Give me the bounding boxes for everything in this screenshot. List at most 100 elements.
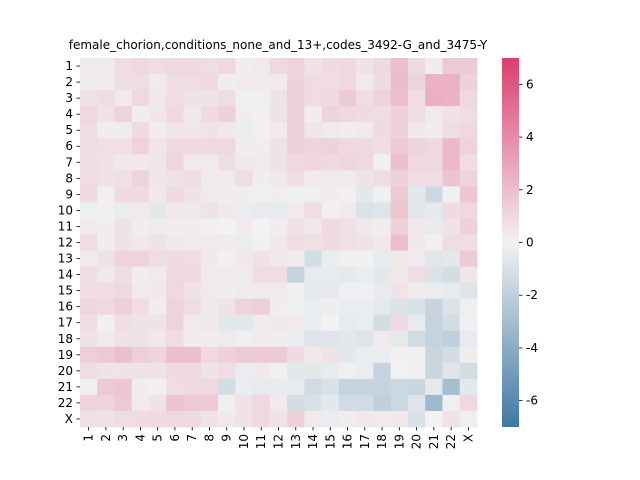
heatmap-cell xyxy=(442,170,461,187)
heatmap-cell xyxy=(373,362,392,380)
heatmap-cell xyxy=(321,282,340,300)
heatmap-cell xyxy=(338,90,357,107)
heatmap-cell xyxy=(149,234,167,251)
heatmap-cell xyxy=(269,346,288,364)
colorbar-tick-label: -6 xyxy=(526,394,538,408)
heatmap-cell xyxy=(183,314,202,332)
heatmap-cell xyxy=(425,218,443,235)
heatmap-cell xyxy=(338,410,357,428)
heatmap-cell xyxy=(338,138,357,155)
heatmap-cell xyxy=(131,90,150,107)
heatmap-cell xyxy=(200,138,219,155)
heatmap-cell xyxy=(114,58,133,75)
heatmap-cell xyxy=(252,186,271,203)
heatmap-cell xyxy=(459,394,478,412)
heatmap-cell xyxy=(80,346,98,364)
heatmap-cell xyxy=(183,74,202,91)
heatmap-cell xyxy=(166,234,184,251)
heatmap-cell xyxy=(373,394,392,412)
heatmap-cell xyxy=(356,90,374,107)
heatmap-cell xyxy=(287,394,305,412)
heatmap-cell xyxy=(149,266,167,284)
heatmap-cell xyxy=(287,314,305,332)
heatmap-cell xyxy=(304,202,323,219)
heatmap-cell xyxy=(390,74,409,91)
heatmap-cell xyxy=(304,218,323,235)
heatmap-cell xyxy=(304,266,323,284)
heatmap-cell xyxy=(200,314,219,332)
heatmap-cell xyxy=(149,394,167,412)
heatmap-cell xyxy=(235,122,254,139)
heatmap-cell xyxy=(390,90,409,107)
column-tick-label: 14 xyxy=(306,434,320,449)
heatmap-cell xyxy=(373,282,392,300)
heatmap-cell xyxy=(252,138,271,155)
heatmap-cell xyxy=(235,106,254,123)
heatmap-cell xyxy=(373,218,392,235)
heatmap-cell xyxy=(97,234,115,251)
heatmap-cell xyxy=(252,314,271,332)
heatmap-cell xyxy=(390,202,409,219)
heatmap-cell xyxy=(114,186,133,203)
heatmap-cell xyxy=(356,170,374,187)
heatmap-cell xyxy=(390,186,409,203)
heatmap-cell xyxy=(390,122,409,139)
heatmap-cell xyxy=(304,154,323,171)
heatmap-cell xyxy=(338,394,357,412)
heatmap-cell xyxy=(80,106,98,123)
heatmap-cell xyxy=(252,266,271,284)
heatmap-cell xyxy=(80,154,98,171)
heatmap-cell xyxy=(114,410,133,428)
column-tick-label: 5 xyxy=(151,434,165,442)
row-tick-label: 14 xyxy=(58,268,73,282)
heatmap-cell xyxy=(459,74,478,91)
heatmap-cell xyxy=(252,346,271,364)
heatmap-cell xyxy=(356,202,374,219)
heatmap-cell xyxy=(149,346,167,364)
heatmap-cell xyxy=(269,362,288,380)
heatmap-cell xyxy=(114,346,133,364)
heatmap-cell xyxy=(97,282,115,300)
heatmap-cell xyxy=(97,218,115,235)
heatmap-cell xyxy=(183,298,202,316)
heatmap-cell xyxy=(269,378,288,396)
heatmap-cell xyxy=(338,250,357,267)
column-tick-label: 10 xyxy=(237,434,251,449)
column-tick-label: X xyxy=(461,434,475,442)
heatmap-cell xyxy=(442,362,461,380)
heatmap-cell xyxy=(97,202,115,219)
heatmap-cell xyxy=(287,330,305,348)
heatmap-cell xyxy=(390,394,409,412)
heatmap-cell xyxy=(269,218,288,235)
heatmap-cell xyxy=(166,154,184,171)
heatmap-cell xyxy=(80,394,98,412)
heatmap-cell xyxy=(97,330,115,348)
heatmap-cell xyxy=(235,154,254,171)
heatmap-cell xyxy=(338,282,357,300)
heatmap-cell xyxy=(149,74,167,91)
heatmap-cell xyxy=(80,234,98,251)
heatmap-cell xyxy=(80,202,98,219)
heatmap-cell xyxy=(114,282,133,300)
heatmap-cell xyxy=(183,106,202,123)
heatmap-cell xyxy=(304,58,323,75)
heatmap-cell xyxy=(425,378,443,396)
heatmap-cell xyxy=(356,186,374,203)
heatmap-cell xyxy=(149,330,167,348)
heatmap-cell xyxy=(425,298,443,316)
heatmap-cell xyxy=(269,330,288,348)
heatmap-cell xyxy=(200,202,219,219)
heatmap-cell xyxy=(218,266,236,284)
row-tick-label: 17 xyxy=(58,316,73,330)
heatmap-cell xyxy=(166,170,184,187)
heatmap-cell xyxy=(149,122,167,139)
heatmap-cell xyxy=(200,266,219,284)
heatmap-cell xyxy=(390,282,409,300)
heatmap-cell xyxy=(80,378,98,396)
heatmap-cell xyxy=(356,58,374,75)
heatmap-cell xyxy=(166,282,184,300)
heatmap-cell xyxy=(200,74,219,91)
heatmap-cell xyxy=(442,298,461,316)
heatmap-cell xyxy=(166,410,184,428)
heatmap-cell xyxy=(218,58,236,75)
